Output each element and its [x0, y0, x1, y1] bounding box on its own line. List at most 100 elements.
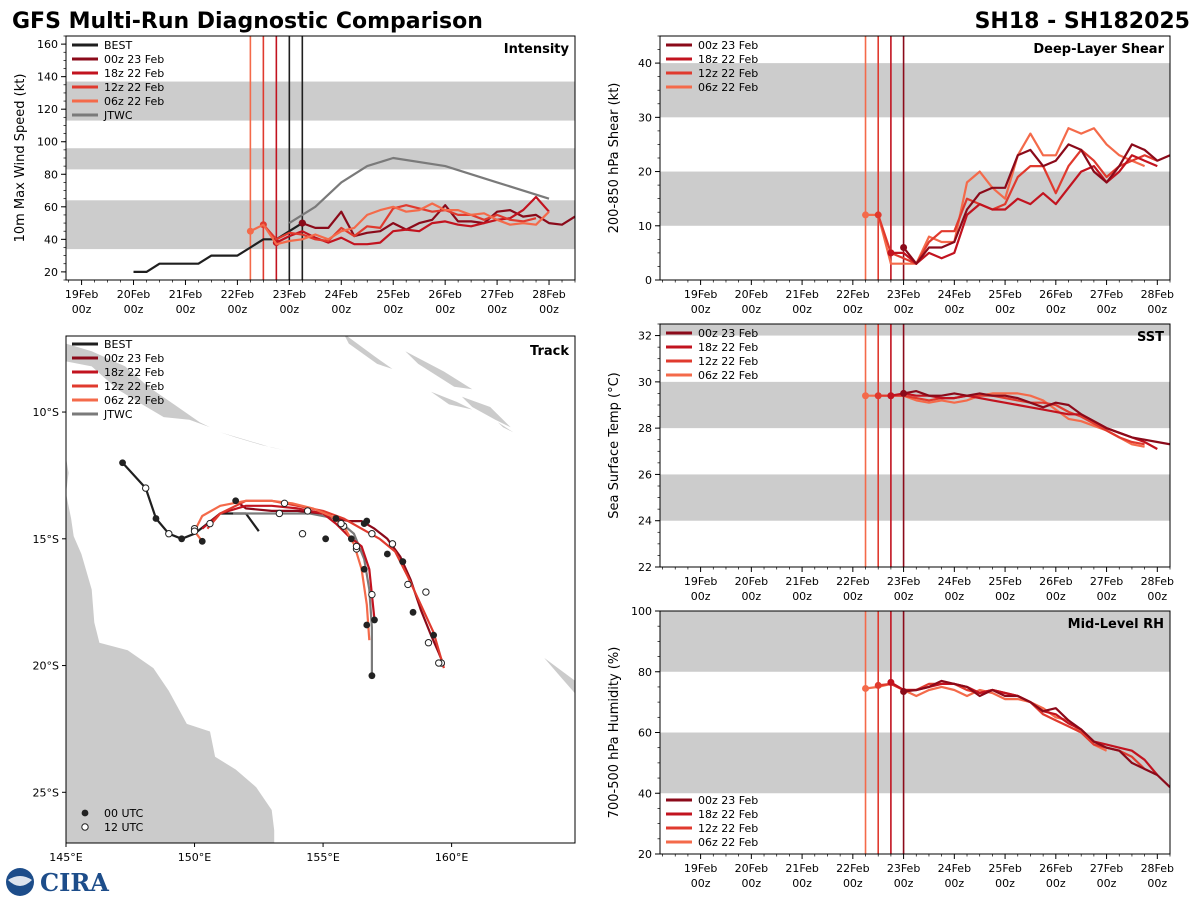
landmass-8 — [544, 657, 575, 694]
intensity-legend-label-jtwc: JTWC — [103, 109, 133, 122]
sst-x-tick-label-day: 20Feb — [735, 575, 768, 588]
rh-point-start-18z-22-feb — [887, 678, 895, 686]
track-marker-12utc — [190, 527, 199, 535]
shear-x-tick-label-day: 20Feb — [735, 288, 768, 301]
rh-point-start-12z-22-feb — [874, 681, 882, 689]
rh-x-tick-label-hour: 00z — [1046, 877, 1066, 890]
track-marker-00utc — [322, 535, 330, 543]
track-marker-12utc — [424, 639, 433, 647]
track-legend-label-06z-22-feb: 06z 22 Feb — [104, 394, 164, 407]
shear-y-tick-label: 10 — [638, 220, 652, 233]
track-marker-00utc — [409, 608, 417, 616]
rh-x-tick-label-day: 27Feb — [1090, 862, 1123, 875]
globe-swirl-icon — [8, 876, 32, 886]
track-x-tick-label: 145°E — [49, 851, 82, 864]
intensity-panel: 20 40 60 80 100 120 140 160 19Feb 00z 20Feb 00z 21Fe… — [13, 35, 576, 316]
sst-x-tick-label-hour: 00z — [1147, 590, 1167, 603]
track-y-tick-label: 15°S — [33, 533, 59, 546]
sst-y-label: Sea Surface Temp (°C) — [607, 372, 622, 519]
track-axes-frame — [65, 335, 576, 844]
cira-logo: CIRA — [6, 868, 109, 897]
rh-y-tick-label: 40 — [638, 787, 652, 800]
shear-series-18z-22-feb — [890, 154, 1158, 265]
intensity-legend-label-18z-22-feb: 18z 22 Feb — [104, 67, 164, 80]
landmass-7 — [497, 422, 514, 433]
intensity-y-tick-label: 60 — [44, 201, 58, 214]
intensity-y-label: 10m Max Wind Speed (kt) — [13, 74, 28, 243]
intensity-x-tick-label-hour: 00z — [176, 303, 196, 316]
shear-x-axis: 19Feb 00z 20Feb 00z 21Feb 00z 22Feb 00z 23Feb 00z… — [662, 280, 1174, 316]
sst-x-tick-label-day: 23Feb — [887, 575, 920, 588]
track-marker-12utc — [404, 580, 412, 589]
shear-x-tick-label-day: 25Feb — [988, 288, 1021, 301]
rh-x-tick-label-day: 19Feb — [684, 862, 717, 875]
track-panel: 145°E 150°E 155°E 160°E 10°S 15°S 20°S 25°S Trac… — [33, 335, 576, 864]
rh-x-tick-label-day: 23Feb — [887, 862, 920, 875]
track-plot-area — [66, 336, 575, 843]
sst-x-tick-label-day: 22Feb — [836, 575, 869, 588]
sst-x-tick-label-hour: 00z — [843, 590, 863, 603]
sst-axes-frame — [659, 323, 1171, 568]
intensity-x-tick-label-day: 27Feb — [480, 288, 513, 301]
track-marker-00utc — [347, 535, 355, 543]
sst-y-tick-label: 26 — [638, 468, 652, 481]
intensity-band-1 — [66, 148, 575, 170]
landmass-2 — [66, 343, 210, 428]
storm-id: SH18 - SH182025 — [975, 9, 1190, 34]
intensity-y-axis: 20 40 60 80 100 120 140 160 — [37, 35, 66, 281]
rh-x-tick-label-hour: 00z — [741, 877, 761, 890]
rh-legend-label-18z-22-feb: 18z 22 Feb — [698, 808, 758, 821]
rh-x-tick-label-day: 21Feb — [785, 862, 818, 875]
rh-x-tick-label-day: 28Feb — [1141, 862, 1174, 875]
intensity-series-00z-23-feb — [301, 204, 575, 238]
track-y-tick-label: 25°S — [33, 786, 59, 799]
rh-point-start-00z-23-feb — [900, 687, 908, 695]
sst-legend-label-18z-22-feb: 18z 22 Feb — [698, 341, 758, 354]
intensity-x-tick-label-day: 25Feb — [376, 288, 409, 301]
shear-legend-label-12z-22-feb: 12z 22 Feb — [698, 67, 758, 80]
rh-legend-label-06z-22-feb: 06z 22 Feb — [698, 836, 758, 849]
shear-x-tick-label-day: 28Feb — [1141, 288, 1174, 301]
shear-x-tick-label-hour: 00z — [944, 303, 964, 316]
track-marker-00utc — [360, 520, 368, 527]
track-marker-12utc — [303, 507, 312, 515]
intensity-x-tick-label-day: 22Feb — [221, 288, 254, 301]
track-marker-00utc — [383, 550, 391, 558]
shear-panel: 0 10 20 30 40 19Feb 00z 20Feb 00z 21Feb 00z 22Feb 00… — [607, 35, 1174, 316]
track-legend-label-12z-22-feb: 12z 22 Feb — [104, 380, 164, 393]
sst-x-tick-label-hour: 00z — [944, 590, 964, 603]
sst-panel: 22 24 26 28 30 32 19Feb 00z 20Feb 00z 21Feb 00z 22Fe… — [607, 323, 1174, 603]
intensity-x-tick-label-hour: 00z — [487, 303, 507, 316]
intensity-y-tick-label: 40 — [44, 233, 58, 246]
rh-panel: 20 40 60 80 100 19Feb 00z 20Feb 00z 21Feb 00z 22Feb… — [607, 605, 1174, 890]
rh-x-tick-label-hour: 00z — [894, 877, 914, 890]
track-marker-12utc — [422, 588, 430, 596]
rh-x-tick-label-hour: 00z — [995, 877, 1015, 890]
rh-x-tick-label-hour: 00z — [1097, 877, 1117, 890]
shear-series-06z-22-feb — [865, 127, 1146, 265]
sst-x-tick-label-day: 25Feb — [988, 575, 1021, 588]
track-legend-label-18z-22-feb: 18z 22 Feb — [104, 366, 164, 379]
sst-series-12z-22-feb — [878, 394, 1145, 446]
sst-legend-label-06z-22-feb: 06z 22 Feb — [698, 369, 758, 382]
intensity-point-start-06z-22-feb — [246, 227, 254, 235]
sst-x-tick-label-hour: 00z — [1097, 590, 1117, 603]
rh-legend-label-12z-22-feb: 12z 22 Feb — [698, 822, 758, 835]
figure-title: GFS Multi-Run Diagnostic Comparison — [12, 9, 483, 34]
track-marker-00utc — [368, 672, 376, 680]
track-marker-00utc — [232, 497, 240, 505]
rh-x-tick-label-day: 25Feb — [988, 862, 1021, 875]
intensity-band-0 — [66, 200, 575, 250]
track-x-tick-label: 160°E — [435, 851, 468, 864]
track-marker-12utc — [298, 530, 307, 538]
track-marker-00utc — [363, 621, 371, 629]
landmass-9 — [220, 432, 285, 451]
intensity-legend-label-12z-22-feb: 12z 22 Feb — [104, 81, 164, 94]
track-marker-00utc — [360, 565, 368, 573]
sst-x-tick-label-hour: 00z — [741, 590, 761, 603]
sst-x-tick-label-hour: 00z — [1046, 590, 1066, 603]
sst-y-axis: 22 24 26 28 30 32 — [638, 323, 660, 574]
sst-legend-label-12z-22-feb: 12z 22 Feb — [698, 355, 758, 368]
rh-x-tick-label-day: 24Feb — [938, 862, 971, 875]
shear-legend-label-00z-23-feb: 00z 23 Feb — [698, 39, 758, 52]
